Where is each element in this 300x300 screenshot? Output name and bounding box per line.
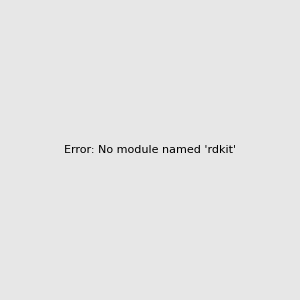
Text: Error: No module named 'rdkit': Error: No module named 'rdkit' [64, 145, 236, 155]
